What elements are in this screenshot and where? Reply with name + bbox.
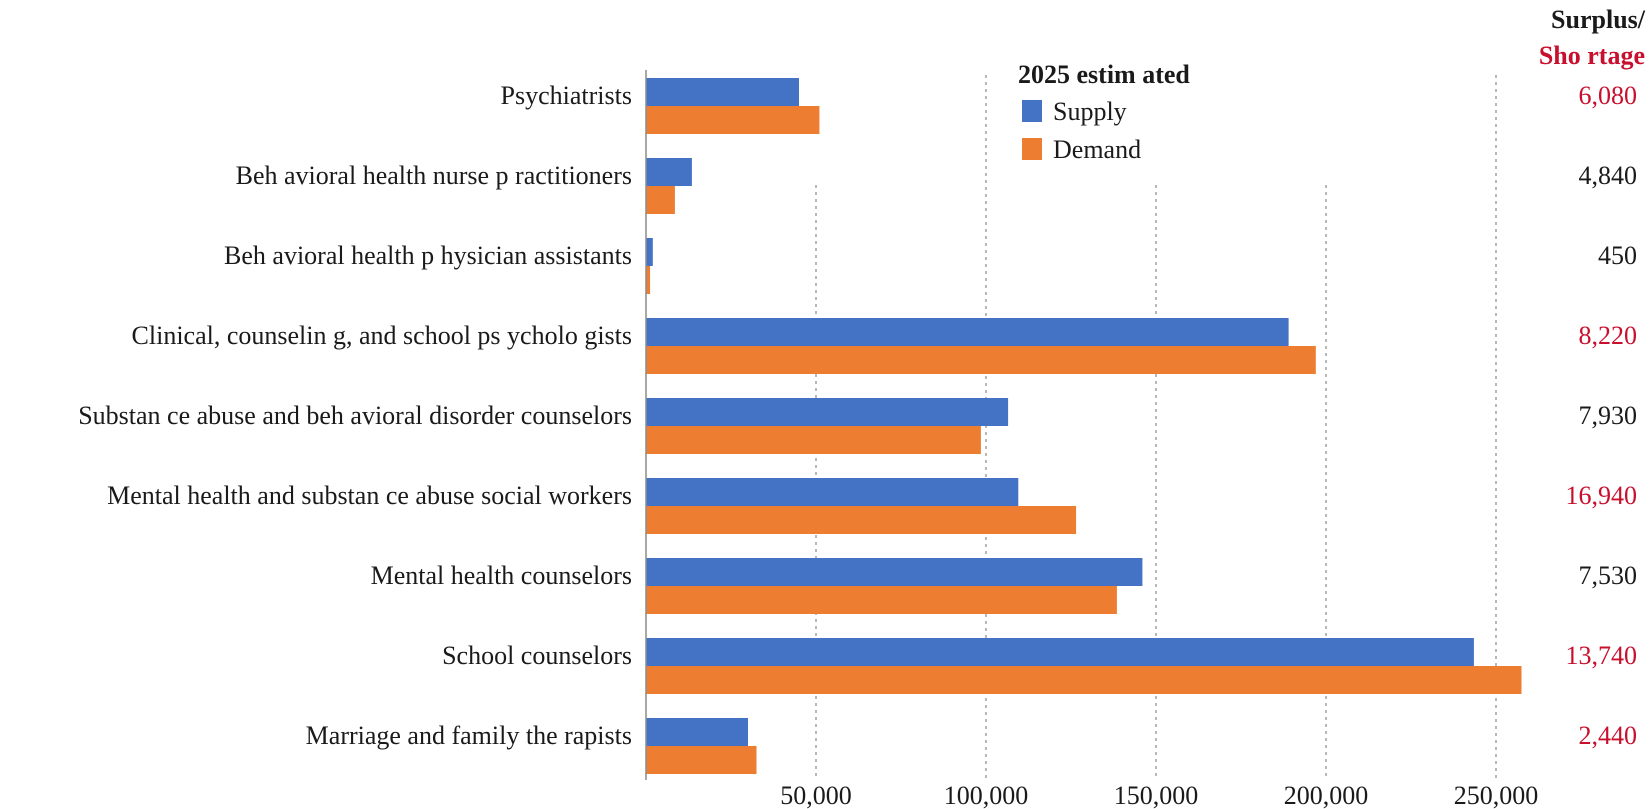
category-label: Substan ce abuse and beh avioral disorde… xyxy=(78,401,632,430)
x-tick-label: 50,000 xyxy=(780,781,852,809)
bar-supply xyxy=(646,78,799,106)
bar-demand xyxy=(646,266,651,294)
category-label: School counselors xyxy=(442,641,632,670)
grid-lines xyxy=(815,75,1497,780)
legend-swatch-supply xyxy=(1022,100,1042,122)
category-label: Mental health and substan ce abuse socia… xyxy=(107,481,632,510)
legend-label-demand: Demand xyxy=(1053,135,1141,164)
category-label: Psychiatrists xyxy=(501,81,632,110)
x-tick-label: 100,000 xyxy=(944,781,1029,809)
x-tick-label: 200,000 xyxy=(1284,781,1369,809)
bar-demand xyxy=(646,426,981,454)
legend-label-supply: Supply xyxy=(1053,97,1127,126)
bar-supply xyxy=(646,398,1009,426)
bar-supply xyxy=(646,478,1019,506)
bar-demand xyxy=(646,666,1522,694)
legend: 2025 estim ated Supply Demand xyxy=(1018,60,1190,164)
surplus-shortage-value: 16,940 xyxy=(1566,481,1638,510)
surplus-shortage-value: 7,930 xyxy=(1579,401,1638,430)
bar-demand xyxy=(646,746,757,774)
surplus-shortage-value: 13,740 xyxy=(1566,641,1638,670)
bar-demand xyxy=(646,186,675,214)
category-labels: Psychiatrists Beh avioral health nurse p … xyxy=(78,81,632,750)
bar-supply xyxy=(646,318,1289,346)
x-tick-label: 150,000 xyxy=(1114,781,1199,809)
bar-demand xyxy=(646,346,1316,374)
category-label: Beh avioral health nurse p ractitioners xyxy=(236,161,632,190)
shortage-header: Sho rtage xyxy=(1539,41,1645,70)
surplus-shortage-value: 450 xyxy=(1598,241,1637,270)
category-label: Mental health counselors xyxy=(371,561,632,590)
bars xyxy=(646,78,1522,774)
surplus-shortage-value: 7,530 xyxy=(1579,561,1638,590)
bar-demand xyxy=(646,506,1077,534)
category-label: Clinical, counselin g, and school ps ych… xyxy=(132,321,632,350)
bar-supply xyxy=(646,718,748,746)
surplus-shortage-column: Surplus/ Sho rtage 6,080 4,840 450 8,220 7,9… xyxy=(1539,5,1646,750)
bar-supply xyxy=(646,158,692,186)
bar-demand xyxy=(646,586,1117,614)
surplus-shortage-value: 6,080 xyxy=(1579,81,1638,110)
bar-supply xyxy=(646,638,1474,666)
legend-title: 2025 estim ated xyxy=(1018,60,1190,89)
surplus-shortage-value: 8,220 xyxy=(1579,321,1638,350)
category-label: Marriage and family the rapists xyxy=(306,721,632,750)
surplus-header: Surplus/ xyxy=(1551,5,1646,34)
surplus-shortage-value: 4,840 xyxy=(1579,161,1638,190)
x-tick-label: 250,000 xyxy=(1454,781,1539,809)
legend-swatch-demand xyxy=(1022,138,1042,160)
bar-supply xyxy=(646,558,1143,586)
category-label: Beh avioral health p hysician assistants xyxy=(224,241,632,270)
surplus-shortage-value: 2,440 xyxy=(1579,721,1638,750)
bar-supply xyxy=(646,238,653,266)
bar-demand xyxy=(646,106,820,134)
x-tick-labels: 50,000 100,000 150,000 200,000 250,000 xyxy=(780,781,1538,809)
